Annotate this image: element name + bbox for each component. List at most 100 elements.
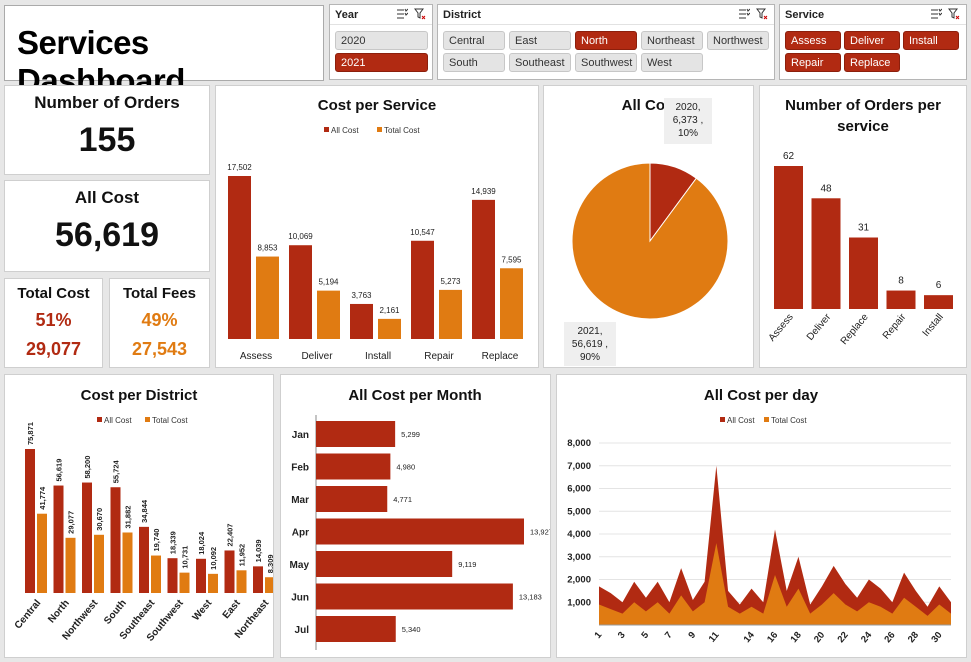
data-label: 8	[898, 276, 904, 287]
total-fees-kpi-pct: 49%	[141, 310, 178, 330]
tick-label-north: North	[46, 598, 72, 626]
data-label: 3,763	[351, 291, 372, 300]
slicer-button-deliver[interactable]: Deliver	[844, 31, 900, 50]
pie-data-label: 56,619 ,	[572, 339, 608, 350]
slicer-button-repair[interactable]: Repair	[785, 53, 841, 72]
data-label: 10,731	[181, 546, 190, 569]
pie-data-label: 10%	[678, 128, 698, 139]
multi-select-icon[interactable]	[930, 8, 942, 20]
multi-select-icon[interactable]	[396, 8, 408, 20]
bar-jul	[316, 616, 396, 642]
legend-total-cost: Total Cost	[152, 416, 188, 425]
data-label: 5,273	[440, 277, 461, 286]
y-tick-label: 5,000	[567, 506, 591, 517]
slicer-button-2020[interactable]: 2020	[335, 31, 428, 50]
area-total-cost	[599, 543, 951, 625]
bar-southeast-total	[151, 555, 161, 593]
slicer-button-southeast[interactable]: Southeast	[509, 53, 571, 72]
data-label: 31,882	[124, 506, 133, 529]
slicer-button-install[interactable]: Install	[903, 31, 959, 50]
tick-label-replace: Replace	[839, 312, 871, 348]
y-tick-label: 7,000	[567, 461, 591, 472]
x-tick-label: 5	[639, 629, 651, 641]
bar-may	[316, 551, 453, 577]
data-label: 75,871	[26, 422, 35, 445]
district-slicer-title: District	[443, 9, 481, 21]
pie-slice-1	[571, 162, 729, 320]
bar-jan	[316, 421, 396, 447]
bar-northeast-all	[253, 566, 263, 593]
bar-jun	[316, 583, 513, 610]
tick-label-may: May	[290, 560, 310, 571]
service-slicer-title: Service	[785, 9, 825, 21]
bar-replace	[849, 237, 878, 309]
orders-per-service-chart: Number of Orders per service 62 Assess 48 Del…	[767, 97, 953, 348]
bar-north-total	[65, 537, 76, 593]
total-fees-kpi-value: 27,543	[131, 339, 188, 359]
chart-title: Cost per District	[81, 387, 198, 404]
data-label: 58,200	[83, 456, 92, 479]
data-label: 11,952	[238, 544, 247, 567]
total-cost-kpi-label: Total Cost	[17, 285, 90, 302]
data-label: 56,619	[55, 459, 64, 482]
x-tick-label: 26	[882, 630, 897, 645]
all-cost-pie-card: All Cost 2020, 6,373 , 10% 2021, 56,619 , 90%	[543, 85, 754, 368]
clear-filter-icon[interactable]	[756, 8, 768, 20]
data-label: 30,670	[95, 508, 104, 531]
bar-west-all	[196, 558, 206, 593]
clear-filter-icon[interactable]	[948, 8, 960, 20]
slicer-button-northwest[interactable]: Northwest	[707, 31, 769, 50]
data-label: 4,771	[393, 495, 412, 504]
data-label: 14,939	[471, 187, 496, 196]
data-label: 34,844	[140, 499, 149, 523]
slicer-button-replace[interactable]: Replace	[844, 53, 900, 72]
bar-install-all	[350, 303, 373, 339]
bar-northeast-total	[265, 577, 275, 593]
pie-label-box	[664, 98, 712, 144]
district-slicer-header: District	[438, 5, 774, 25]
multi-select-icon[interactable]	[738, 8, 750, 20]
bar-assess-all	[228, 176, 251, 339]
data-label: 7,595	[501, 255, 522, 264]
tick-label-east: East	[221, 597, 243, 621]
slicer-button-south[interactable]: South	[443, 53, 505, 72]
cost-per-day-chart: All Cost per day All Cost Total Cost 1,000 2…	[567, 387, 951, 645]
clear-filter-icon[interactable]	[414, 8, 426, 20]
x-tick-label: 20	[812, 630, 827, 645]
all-cost-kpi-card: All Cost 56,619	[4, 180, 210, 272]
data-label: 62	[783, 151, 795, 162]
slicer-button-north[interactable]: North	[575, 31, 637, 50]
slicer-button-southwest[interactable]: Southwest	[575, 53, 637, 72]
bar-install	[924, 295, 953, 309]
slicer-button-central[interactable]: Central	[443, 31, 505, 50]
data-label: 4,980	[396, 463, 415, 472]
legend-swatch-total-cost	[145, 417, 150, 422]
bar-northwest-total	[94, 534, 104, 593]
cost-per-day-card: All Cost per day All Cost Total Cost 1,000 2…	[556, 374, 967, 658]
bar-feb	[316, 453, 391, 480]
data-label: 13,927	[530, 528, 550, 537]
pie-data-label: 2021,	[577, 326, 602, 337]
pie-label-box	[564, 322, 616, 366]
legend-all-cost: All Cost	[104, 416, 132, 425]
all-cost-kpi-value: 56,619	[55, 216, 159, 254]
slicer-button-east[interactable]: East	[509, 31, 571, 50]
bar-deliver-total	[317, 290, 340, 339]
slicer-button-2021[interactable]: 2021	[335, 53, 428, 72]
all-cost-kpi-label: All Cost	[74, 188, 140, 207]
legend-swatch-all-cost	[720, 417, 725, 422]
tick-label-install: Install	[365, 351, 391, 362]
slicer-button-assess[interactable]: Assess	[785, 31, 841, 50]
year-slicer-title: Year	[335, 9, 359, 21]
y-tick-label: 2,000	[567, 575, 591, 586]
orders-kpi-value: 155	[78, 121, 136, 159]
data-label: 18,339	[169, 531, 178, 554]
service-slicer-header: Service	[780, 5, 966, 25]
tick-label-feb: Feb	[291, 463, 309, 474]
tick-label-jun: Jun	[291, 593, 309, 604]
x-tick-label: 18	[789, 630, 804, 645]
slicer-button-west[interactable]: West	[641, 53, 703, 72]
title-card: Services Dashboard	[4, 5, 324, 99]
slicer-button-northeast[interactable]: Northeast	[641, 31, 703, 50]
